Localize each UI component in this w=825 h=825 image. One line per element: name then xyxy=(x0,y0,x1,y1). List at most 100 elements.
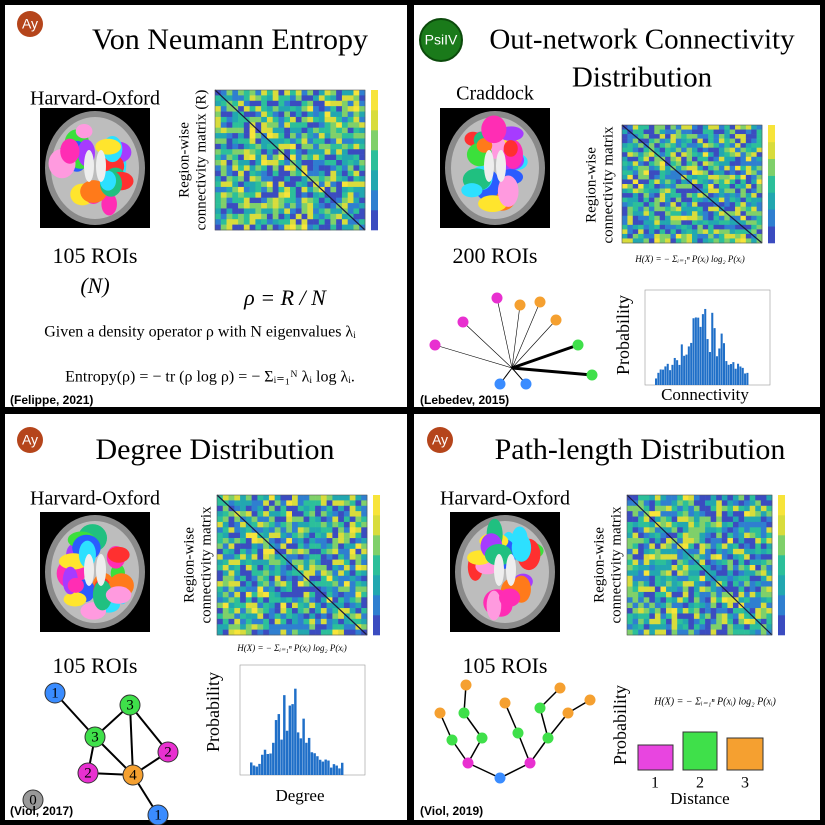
matrix-cell xyxy=(301,90,308,96)
matrix-cell xyxy=(284,143,291,150)
matrix-cell xyxy=(359,192,366,198)
matrix-cell xyxy=(303,527,310,533)
matrix-cell xyxy=(740,211,747,217)
colorbar xyxy=(373,535,380,556)
matrix-cell xyxy=(238,208,245,215)
matrix-cell xyxy=(240,602,247,609)
matrix-cell xyxy=(688,570,695,577)
matrix-cell xyxy=(232,208,239,215)
matrix-cell xyxy=(286,586,293,593)
matrix-cell xyxy=(274,554,281,560)
matrix-cell xyxy=(648,206,655,212)
matrix-cell xyxy=(682,559,689,566)
matrix-cell xyxy=(343,516,350,523)
matrix-cell xyxy=(649,538,656,544)
matrix-cell xyxy=(240,629,247,636)
matrix-cell xyxy=(724,206,730,212)
matrix-cell xyxy=(361,495,368,501)
matrix-cell xyxy=(266,219,273,225)
matrix-cell xyxy=(318,154,325,161)
matrix-cell xyxy=(222,511,229,517)
matrix-cell xyxy=(654,586,661,593)
matrix-cell xyxy=(217,565,224,571)
matrix-cell xyxy=(638,170,644,176)
matrix-cell xyxy=(290,111,297,118)
matrix-cell xyxy=(699,629,706,636)
matrix-cell xyxy=(347,224,354,231)
matrix-cell xyxy=(261,127,268,134)
matrix-cell xyxy=(677,629,684,636)
matrix-cell xyxy=(238,106,245,112)
matrix-cell xyxy=(659,179,666,185)
matrix-cell xyxy=(232,116,239,123)
matrix-cell xyxy=(217,586,224,593)
matrix-cell xyxy=(341,213,348,220)
hist-bar xyxy=(291,704,294,775)
matrix-cell xyxy=(654,179,660,185)
matrix-cell xyxy=(751,202,757,207)
matrix-cell xyxy=(627,613,633,620)
matrix-cell xyxy=(643,624,650,630)
matrix-cell xyxy=(238,138,245,145)
matrix-cell xyxy=(318,90,325,96)
matrix-cell xyxy=(756,188,763,194)
hist-bar xyxy=(673,357,676,385)
matrix-cell xyxy=(670,156,677,162)
roi-note: (N) xyxy=(80,273,109,298)
hist-bar xyxy=(690,342,693,385)
matrix-cell xyxy=(303,565,310,571)
matrix-cell xyxy=(732,521,739,528)
y-label: Probability xyxy=(610,685,630,765)
matrix-cell xyxy=(238,186,245,193)
matrix-cell xyxy=(732,591,739,598)
matrix-cell xyxy=(632,165,639,171)
matrix-cell xyxy=(268,570,275,577)
matrix-cell xyxy=(336,176,343,182)
edge xyxy=(511,366,593,377)
matrix-cell xyxy=(665,152,671,158)
matrix-cell xyxy=(355,500,362,507)
matrix-cell xyxy=(217,500,224,507)
connectivity-matrix xyxy=(214,89,378,231)
matrix-cell xyxy=(638,495,645,501)
matrix-cell xyxy=(318,100,325,107)
matrix-cell xyxy=(234,543,241,550)
matrix-cell xyxy=(627,602,633,609)
colorbar xyxy=(768,175,775,193)
matrix-cell xyxy=(670,202,677,207)
matrix-cell xyxy=(665,147,671,153)
matrix-cell xyxy=(220,181,227,188)
matrix-cell xyxy=(648,202,655,207)
matrix-cell xyxy=(240,570,247,577)
matrix-cell xyxy=(643,229,650,235)
matrix-cell xyxy=(290,165,297,172)
brain-region xyxy=(476,138,493,153)
matrix-cell xyxy=(330,106,337,112)
matrix-cell xyxy=(721,495,728,501)
matrix-cell xyxy=(341,127,348,134)
matrix-cell xyxy=(268,586,275,593)
matrix-cell xyxy=(301,138,308,145)
matrix-cell xyxy=(632,193,639,198)
matrix-cell xyxy=(278,127,285,134)
matrix-cell xyxy=(675,202,682,207)
matrix-cell xyxy=(361,527,368,533)
matrix-cell xyxy=(240,608,247,614)
hist-bar xyxy=(737,363,740,385)
matrix-cell xyxy=(660,570,667,577)
matrix-cell xyxy=(226,95,233,102)
matrix-cell xyxy=(638,215,644,221)
matrix-cell xyxy=(699,543,706,550)
matrix-cell xyxy=(240,597,247,603)
matrix-cell xyxy=(309,586,316,593)
matrix-cell xyxy=(643,527,650,533)
matrix-cell xyxy=(735,179,741,185)
matrix-cell xyxy=(756,197,763,203)
matrix-cell xyxy=(336,111,343,118)
matrix-cell xyxy=(292,527,299,533)
matrix-cell xyxy=(677,597,684,603)
matrix-cell xyxy=(234,581,241,587)
matrix-cell xyxy=(257,543,264,550)
matrix-cell xyxy=(309,554,316,560)
matrix-cell xyxy=(735,138,741,144)
